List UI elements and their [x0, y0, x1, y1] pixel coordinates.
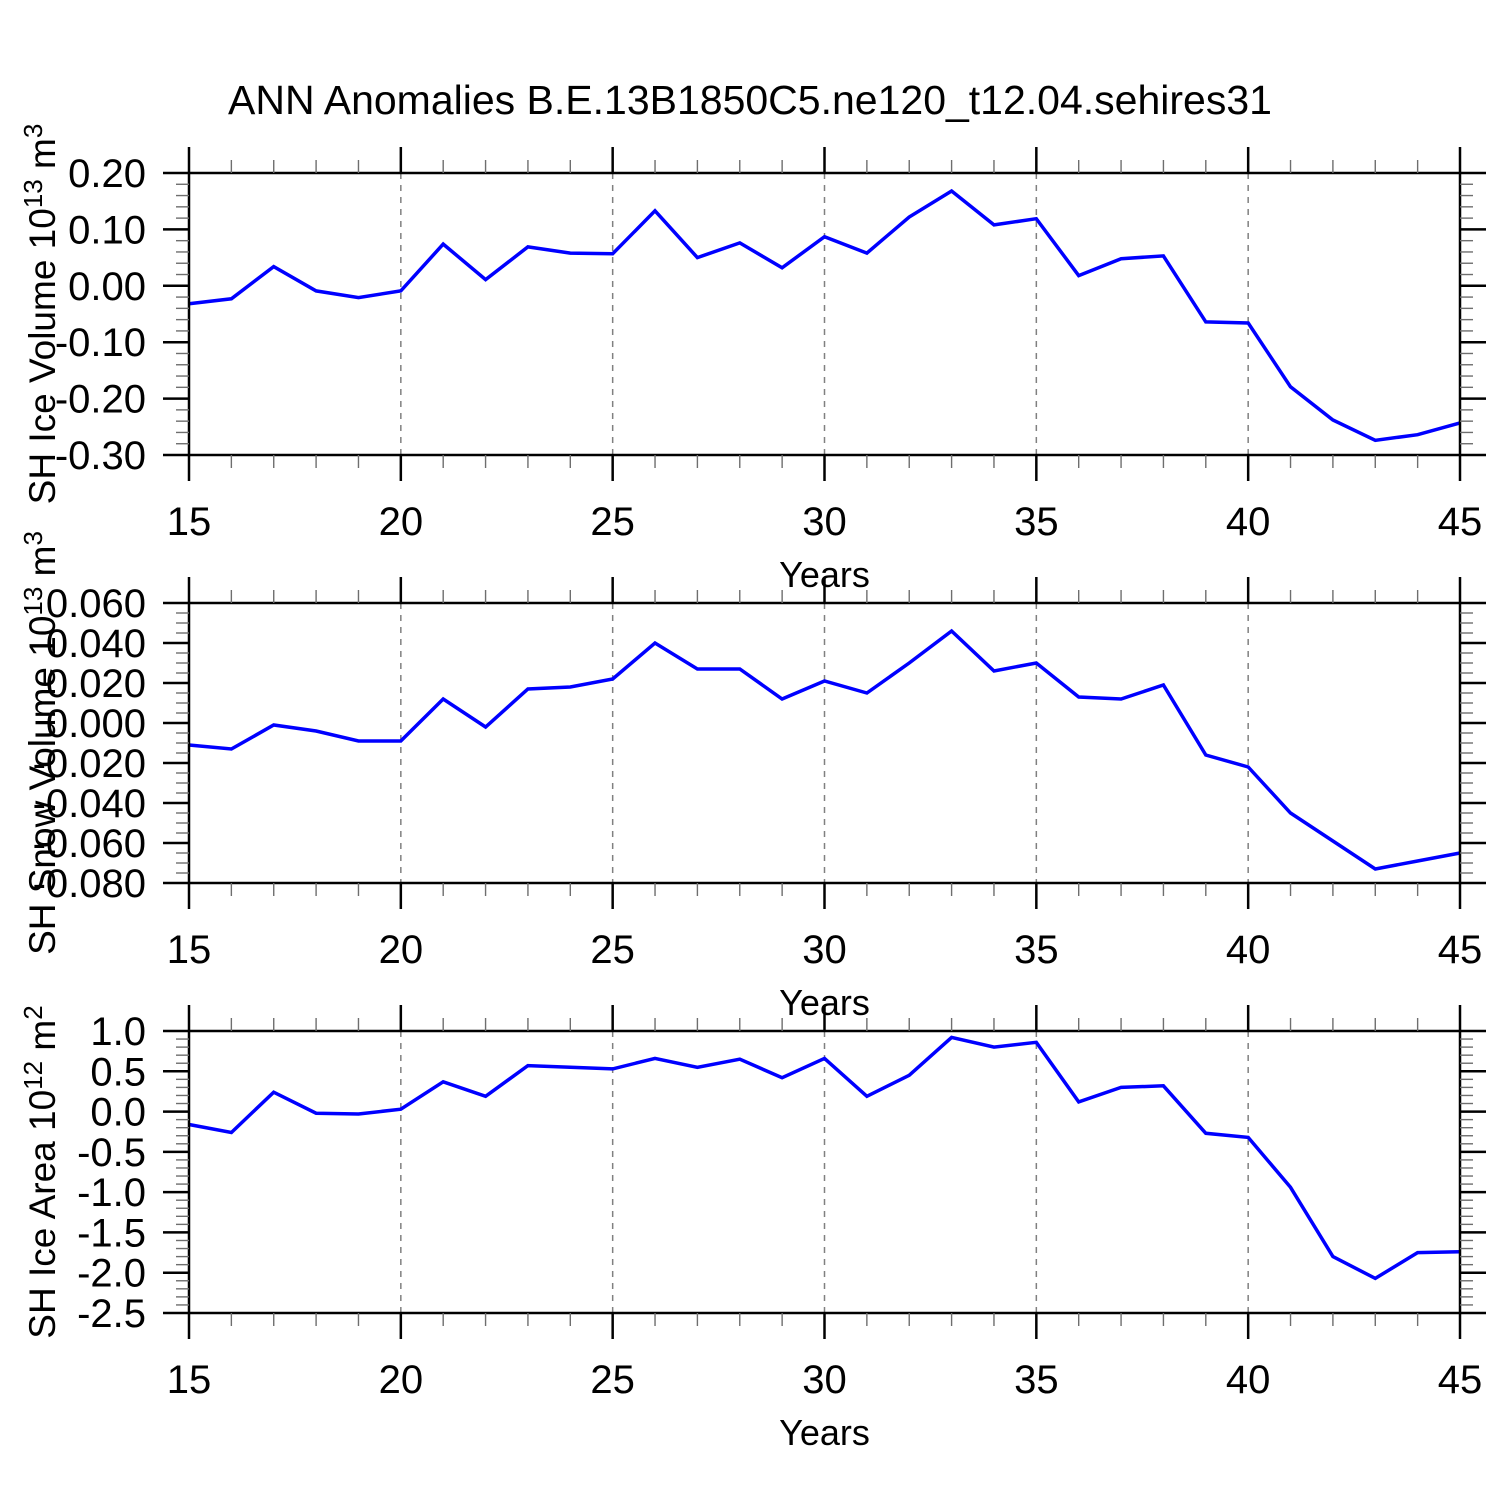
- y-tick-label: 1.0: [90, 1010, 146, 1054]
- y-tick-label: 0.00: [68, 265, 146, 309]
- x-tick-label: 40: [1226, 1358, 1271, 1402]
- axis-box: [187, 171, 1462, 457]
- y-axis-title: SH Ice Volume 1013 m3: [18, 124, 63, 505]
- panel-sh-ice-volume: 15 20 25 30 35 40 45 0.20 0.10 0.00 -0.10 -0.20 -0.3…: [18, 124, 1486, 595]
- x-tick-label: 35: [1014, 928, 1059, 972]
- x-tick-label: 20: [379, 1358, 424, 1402]
- panel-sh-snow-volume: 15 20 25 30 35 40 45 0.0600.0400.0200.000-0.020…: [18, 531, 1486, 1023]
- x-tick-label: 20: [379, 500, 424, 544]
- y-tick-label: -0.5: [77, 1131, 146, 1175]
- x-tick-label: 25: [590, 1358, 635, 1402]
- panels-group: 15 20 25 30 35 40 45 0.20 0.10 0.00 -0.10 -0.20 -0.3…: [18, 124, 1486, 1453]
- y-tick-label: 0.020: [46, 662, 146, 706]
- y-tick-label: -1.0: [77, 1171, 146, 1215]
- x-tick-label: 25: [590, 500, 635, 544]
- data-line-sh-ice-volume: [188, 188, 1461, 443]
- x-tick-label: 45: [1438, 1358, 1483, 1402]
- x-tick-label: 15: [167, 928, 212, 972]
- y-tick-label: 0.10: [68, 208, 146, 252]
- data-line-sh-snow-volume: [188, 628, 1461, 871]
- y-tick-label: -0.040: [33, 782, 146, 826]
- y-tick-label: 0.5: [90, 1050, 146, 1094]
- y-axis-title: SH Ice Area 1012 m2: [18, 1005, 63, 1338]
- x-tick-label: 35: [1014, 500, 1059, 544]
- y-tick-label: -0.080: [33, 862, 146, 906]
- x-tick-label: 35: [1014, 1358, 1059, 1402]
- x-tick-label: 40: [1226, 928, 1271, 972]
- y-tick-label: -0.20: [55, 378, 146, 422]
- x-tick-label: 45: [1438, 928, 1483, 972]
- y-tick-label: -2.0: [77, 1252, 146, 1296]
- y-tick-label: 0.000: [46, 702, 146, 746]
- chart-title: ANN Anomalies B.E.13B1850C5.ne120_t12.04…: [228, 77, 1272, 123]
- y-tick-label: -0.020: [33, 742, 146, 786]
- y-tick-label: 0.0: [90, 1091, 146, 1135]
- y-tick-label: -1.5: [77, 1211, 146, 1255]
- x-tick-label: 45: [1438, 500, 1483, 544]
- x-tick-label: 20: [379, 928, 424, 972]
- axis-box: [187, 1029, 1462, 1315]
- y-tick-label: 0.040: [46, 622, 146, 666]
- y-tick-label: -0.10: [55, 321, 146, 365]
- x-tick-label: 30: [802, 928, 847, 972]
- y-tick-label: -0.060: [33, 822, 146, 866]
- panel-sh-ice-area: 15 20 25 30 35 40 45 1.00.50.0-0.5-1.0-1.5-2.0-…: [18, 1005, 1486, 1453]
- x-tick-label: 15: [167, 1358, 212, 1402]
- x-tick-label: 15: [167, 500, 212, 544]
- y-tick-label: 0.20: [68, 152, 146, 196]
- y-axis-title: SH Snow Volume 1013 m3: [18, 531, 63, 955]
- x-tick-label: 30: [802, 500, 847, 544]
- x-tick-label: 30: [802, 1358, 847, 1402]
- y-tick-label: -2.5: [77, 1292, 146, 1336]
- x-tick-label: 25: [590, 928, 635, 972]
- y-tick-label: 0.060: [46, 582, 146, 626]
- y-tick-label: -0.30: [55, 434, 146, 478]
- data-line-sh-ice-area: [188, 1035, 1461, 1281]
- x-tick-label: 40: [1226, 500, 1271, 544]
- x-axis-title: Years: [779, 1412, 870, 1453]
